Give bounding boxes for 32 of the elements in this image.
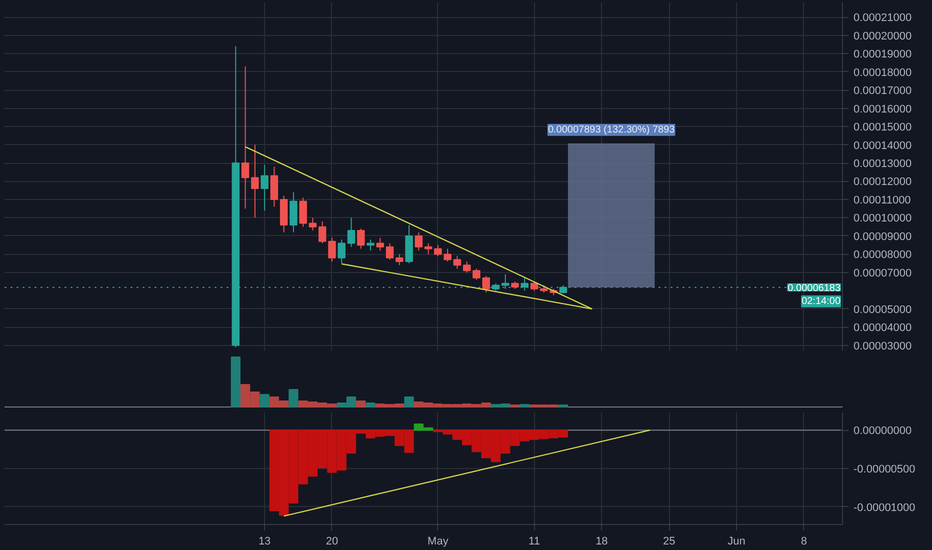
y-tick-label: 0.00000000 [854, 425, 912, 438]
y-tick-label: 0.00013000 [854, 158, 912, 170]
y-tick-label: 0.00020000 [854, 30, 912, 42]
y-tick-label: 0.00010000 [854, 212, 912, 225]
y-tick-label: 0.00011000 [854, 194, 911, 206]
data-label: 0.00007893 (132.30%) 7893 [548, 124, 676, 136]
ref-line-label: 0.00006183 [788, 282, 841, 294]
x-tick-label: 8 [800, 536, 808, 548]
y-tick-label: 0.00014000 [854, 140, 912, 152]
y-tick-label: 0.00009000 [854, 230, 912, 243]
x-tick-label: Jun [728, 536, 746, 548]
x-tick-label: 11 [528, 536, 540, 548]
y-tick-label: 0.00008000 [854, 249, 912, 262]
y-tick-label: 0.00004000 [854, 322, 912, 334]
y-tick-label: 0.00012000 [854, 176, 912, 188]
x-tick-label: May [428, 536, 449, 548]
y-tick-label: 0.00021000 [854, 12, 912, 24]
x-tick-label: 13 [258, 536, 271, 548]
y-tick-label: 0.00018000 [854, 66, 912, 79]
y-tick-label: 0.00019000 [854, 48, 912, 61]
y-tick-label: 0.00017000 [854, 85, 912, 98]
y-tick-label: -0.00001000 [854, 502, 916, 514]
x-tick-label: 25 [663, 536, 676, 548]
y-tick-label: 0.00005000 [854, 304, 912, 316]
x-tick-label: 18 [596, 536, 608, 548]
y-tick-label: 0.00016000 [854, 103, 912, 116]
annotation: 02:14:00 [802, 296, 841, 307]
y-tick-label: 0.00007000 [854, 267, 912, 280]
x-tick-label: 20 [326, 536, 338, 548]
y-tick-label: -0.00000500 [854, 464, 916, 476]
y-tick-label: 0.00003000 [854, 340, 912, 352]
y-tick-label: 0.00015000 [854, 122, 912, 134]
